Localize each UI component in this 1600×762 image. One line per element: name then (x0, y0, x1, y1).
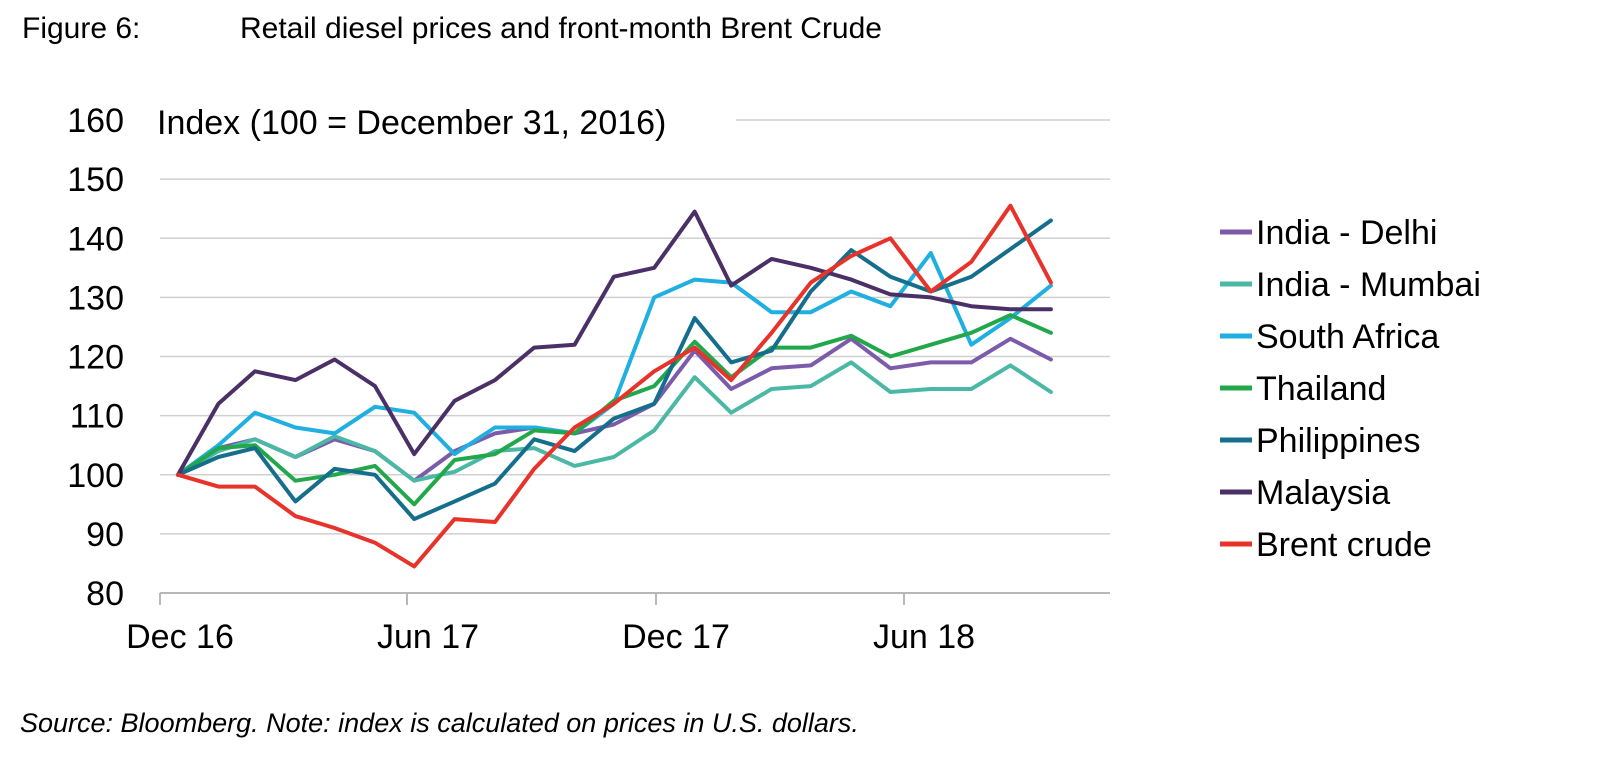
unit-label-group: Index (100 = December 31, 2016) (151, 98, 736, 145)
x-tick-label: Dec 17 (622, 618, 730, 656)
y-axis-unit-label: Index (100 = December 31, 2016) (157, 104, 666, 142)
y-tick-label: 100 (67, 457, 124, 495)
legend-label: South Africa (1256, 318, 1439, 356)
x-tick-labels: Dec 16 Jun 17 Dec 17 Jun 18 (126, 618, 975, 656)
y-tick-label: 110 (70, 398, 124, 436)
y-tick-label: 160 (67, 102, 124, 140)
source-note: Source: Bloomberg. Note: index is calcul… (20, 708, 859, 738)
series-layer (176, 203, 1053, 569)
series-line-india-mumbai (176, 360, 1053, 483)
y-tick-label: 90 (86, 516, 124, 554)
y-tick-label: 140 (67, 220, 124, 258)
x-tick-label: Jun 18 (873, 618, 975, 656)
series-line-india-delhi (176, 336, 1053, 483)
series-line-malaysia (176, 209, 1053, 477)
y-tick-label: 120 (67, 339, 124, 377)
y-tick-label: 150 (67, 161, 124, 199)
grid-layer (160, 119, 1110, 535)
axis-layer (159, 592, 1110, 605)
unit-label-box (151, 98, 736, 145)
series-line-brent-crude (176, 203, 1053, 569)
series-line-philippines (176, 218, 1053, 522)
figure-title: Retail diesel prices and front-month Bre… (240, 12, 882, 45)
x-tick-label: Jun 17 (377, 618, 479, 656)
legend-label: Brent crude (1256, 526, 1432, 564)
y-tick-label: 80 (86, 575, 124, 613)
legend-label: India - Delhi (1256, 214, 1437, 252)
figure-label: Figure 6: (22, 12, 141, 45)
series-line-thailand (176, 313, 1053, 507)
legend-label: India - Mumbai (1256, 266, 1481, 304)
x-tick-label: Dec 16 (126, 618, 234, 656)
legend-label: Philippines (1256, 422, 1420, 460)
legend: India - Delhi India - Mumbai South Africa T… (1220, 214, 1481, 564)
legend-label: Thailand (1256, 370, 1386, 408)
y-tick-label: 130 (67, 279, 124, 317)
legend-label: Malaysia (1256, 474, 1390, 512)
y-tick-labels: 80 90 100 110 120 130 140 150 160 (67, 102, 124, 613)
